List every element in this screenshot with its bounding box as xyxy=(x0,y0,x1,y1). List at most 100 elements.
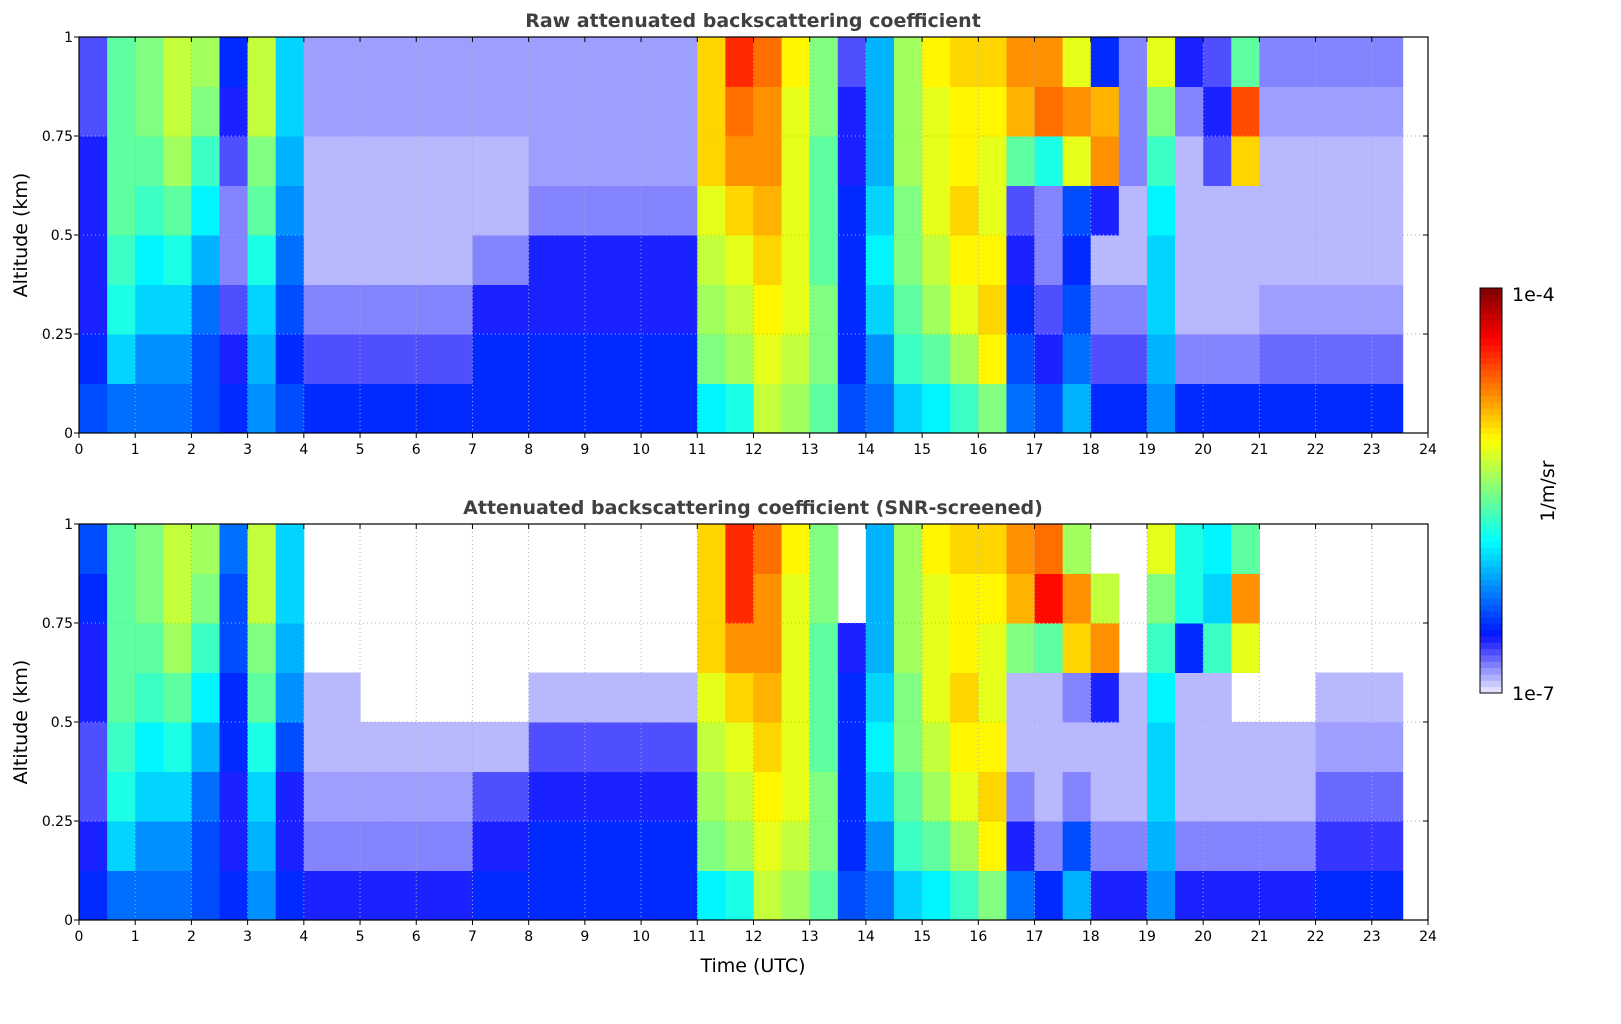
x-tick-label: 6 xyxy=(412,929,421,945)
x-tick-label: 22 xyxy=(1307,442,1325,458)
heatmap-cell xyxy=(275,771,305,822)
heatmap-cell xyxy=(79,284,108,335)
heatmap-cell xyxy=(444,86,473,137)
heatmap-cell xyxy=(725,235,754,285)
x-tick-label: 15 xyxy=(913,929,931,945)
heatmap-cell xyxy=(922,524,951,574)
heatmap-cell xyxy=(191,185,221,236)
heatmap-cell xyxy=(1090,235,1120,285)
heatmap-cell xyxy=(1062,821,1092,871)
heatmap-cell xyxy=(978,136,1007,186)
x-tick-label: 18 xyxy=(1082,442,1100,458)
heatmap-cell xyxy=(978,870,1007,921)
heatmap-cell xyxy=(219,672,249,723)
x-tick-label: 6 xyxy=(412,442,421,458)
heatmap-cell xyxy=(725,334,754,384)
heatmap-cell xyxy=(1034,185,1064,236)
heatmap-cell xyxy=(135,573,164,624)
heatmap-cell xyxy=(809,771,839,822)
heatmap-cell xyxy=(641,86,670,137)
heatmap-cell xyxy=(809,37,839,87)
heatmap-cell xyxy=(1062,334,1092,384)
heatmap-cell xyxy=(331,86,361,137)
heatmap-cell xyxy=(865,672,895,723)
grid xyxy=(79,524,1428,920)
x-tick-label: 18 xyxy=(1082,929,1100,945)
heatmap-cell xyxy=(669,821,698,871)
x-tick-label: 19 xyxy=(1138,442,1156,458)
heatmap-cell xyxy=(1175,870,1204,921)
heatmap-cell xyxy=(247,86,277,137)
heatmap-cell xyxy=(528,86,558,137)
heatmap-cell xyxy=(556,672,586,723)
heatmap-cell xyxy=(1006,623,1036,673)
heatmap-cell xyxy=(1118,235,1148,285)
heatmap-cell xyxy=(303,672,333,723)
x-tick-label: 0 xyxy=(75,929,84,945)
heatmap-cell xyxy=(1259,235,1288,285)
x-tick-label: 23 xyxy=(1363,929,1381,945)
heatmap-cell xyxy=(781,573,811,624)
heatmap-cell xyxy=(950,623,979,673)
heatmap-cell xyxy=(1090,383,1120,434)
heatmap-cell xyxy=(1231,870,1260,921)
heatmap-cell xyxy=(1203,821,1232,871)
heatmap-cell xyxy=(135,722,164,772)
heatmap-cell xyxy=(416,284,445,335)
heatmap-cell xyxy=(191,284,221,335)
heatmap-cell xyxy=(219,821,249,871)
colorbar-segment xyxy=(1480,585,1502,593)
heatmap-cell xyxy=(1203,284,1232,335)
heatmap-cell xyxy=(781,722,811,772)
colorbar-segment xyxy=(1480,370,1502,378)
heatmap-cell xyxy=(950,821,979,871)
heatmap-cell xyxy=(1118,771,1148,822)
heatmap-cell xyxy=(528,284,558,335)
heatmap-cell xyxy=(247,573,277,624)
heatmap-cell xyxy=(303,136,333,186)
colorbar-segment xyxy=(1480,680,1502,688)
heatmap-cell xyxy=(1231,383,1260,434)
heatmap-cell xyxy=(1231,136,1260,186)
colorbar-segment xyxy=(1480,617,1502,624)
x-tick-label: 11 xyxy=(688,442,706,458)
heatmap-cell xyxy=(135,86,164,137)
x-tick-label: 5 xyxy=(356,442,365,458)
heatmap-cell xyxy=(331,334,361,384)
heatmap-cell xyxy=(472,722,502,772)
heatmap-cell xyxy=(894,235,923,285)
heatmap-cell xyxy=(950,86,979,137)
heatmap-cell xyxy=(360,86,389,137)
heatmap-cell xyxy=(360,821,389,871)
heatmap-cell xyxy=(556,821,586,871)
heatmap-cell xyxy=(809,86,839,137)
heatmap-cell xyxy=(697,771,726,822)
x-tick-label: 16 xyxy=(969,442,987,458)
heatmap-cell xyxy=(1343,383,1373,434)
heatmap-cell xyxy=(1034,86,1064,137)
heatmap-cell xyxy=(556,870,586,921)
heatmap-cell xyxy=(556,722,586,772)
colorbar-segment xyxy=(1480,427,1502,435)
heatmap-cell xyxy=(1371,722,1401,772)
heatmap-cell xyxy=(725,821,754,871)
heatmap-cell xyxy=(1090,771,1120,822)
heatmap-cell xyxy=(837,771,867,822)
heatmap-cell xyxy=(1231,86,1260,137)
raw-backscatter-panel: Raw attenuated backscattering coefficien… xyxy=(10,10,1437,458)
heatmap-cell xyxy=(1343,334,1373,384)
heatmap-cell xyxy=(1259,722,1288,772)
heatmap-cell xyxy=(1287,284,1317,335)
heatmap-cell xyxy=(922,334,951,384)
x-tick-label: 14 xyxy=(857,442,875,458)
heatmap-cell xyxy=(809,722,839,772)
colorbar-segment xyxy=(1480,598,1502,605)
colorbar-segment xyxy=(1480,541,1502,548)
heatmap-cell xyxy=(1287,771,1317,822)
heatmap-cell xyxy=(163,334,192,384)
heatmap-cell xyxy=(781,870,811,921)
heatmap-cell xyxy=(1315,821,1345,871)
panel-title: Raw attenuated backscattering coefficien… xyxy=(525,10,981,32)
colorbar-segment xyxy=(1480,667,1502,675)
heatmap-cell xyxy=(163,383,192,434)
